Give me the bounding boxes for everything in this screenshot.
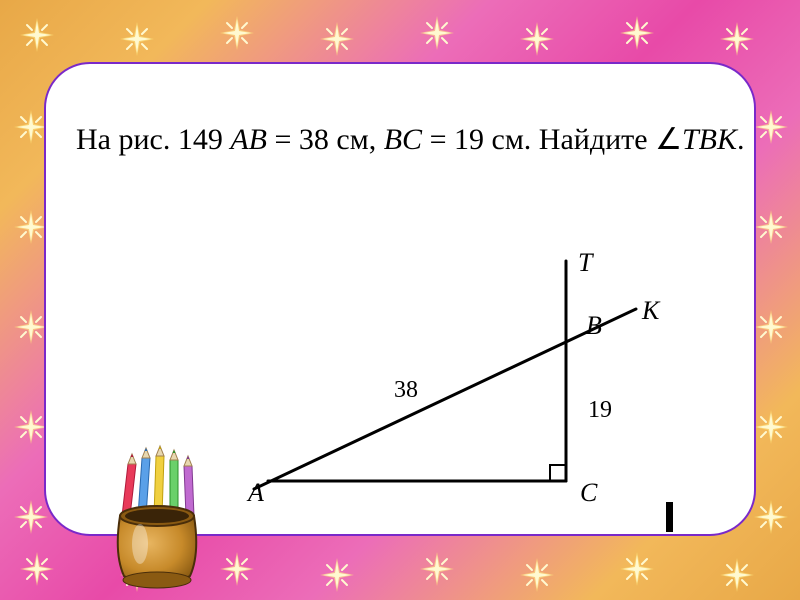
svg-text:19: 19 xyxy=(588,397,612,423)
svg-text:C: C xyxy=(580,478,598,507)
var-BC: BC xyxy=(384,123,422,156)
geometry-diagram: A C B T K 38 19 xyxy=(206,219,666,519)
cup-svg xyxy=(92,444,222,594)
diagram-svg: A C B T K 38 19 xyxy=(206,219,666,519)
angle-symbol: ∠ xyxy=(655,123,682,156)
svg-text:T: T xyxy=(578,248,594,277)
text-eq1: = 38 см, xyxy=(267,123,384,156)
var-AB: AB xyxy=(230,123,267,156)
text-cursor xyxy=(666,502,673,532)
content-card: На рис. 149 AB = 38 см, BC = 19 см. Найд… xyxy=(44,62,756,536)
text-eq2: = 19 см. Найдите xyxy=(422,123,655,156)
text-prefix: На рис. 149 xyxy=(76,123,230,156)
svg-text:B: B xyxy=(586,311,602,340)
svg-text:K: K xyxy=(641,296,661,325)
pencil-cup-decoration xyxy=(92,444,222,594)
svg-text:38: 38 xyxy=(394,377,418,403)
var-TBK: TBK xyxy=(682,123,737,156)
svg-text:A: A xyxy=(246,478,264,507)
problem-statement: На рис. 149 AB = 38 см, BC = 19 см. Найд… xyxy=(76,122,736,157)
text-suffix: . xyxy=(737,123,745,156)
